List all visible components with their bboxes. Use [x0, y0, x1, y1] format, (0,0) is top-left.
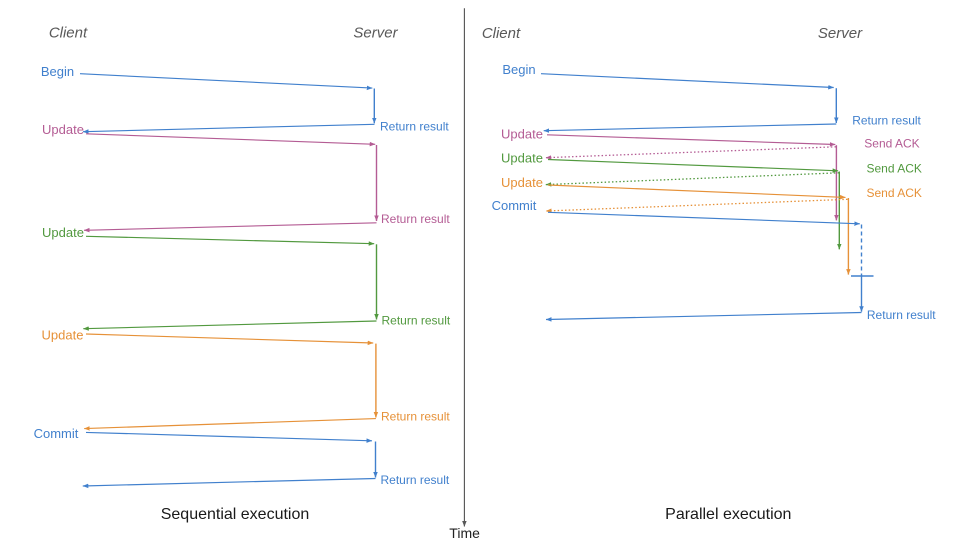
svg-text:Return result: Return result — [381, 212, 450, 226]
svg-text:Update: Update — [42, 327, 84, 342]
svg-text:Update: Update — [501, 150, 543, 165]
svg-text:Send ACK: Send ACK — [867, 161, 922, 175]
svg-text:Time: Time — [449, 525, 480, 540]
svg-text:Return result: Return result — [382, 313, 451, 327]
svg-text:Commit: Commit — [34, 426, 79, 441]
svg-text:Update: Update — [42, 122, 84, 137]
svg-text:Send ACK: Send ACK — [867, 186, 922, 200]
svg-text:Sequential execution: Sequential execution — [161, 506, 310, 523]
svg-text:Server: Server — [818, 25, 863, 42]
svg-text:Client: Client — [49, 25, 88, 42]
svg-text:Commit: Commit — [492, 198, 537, 213]
svg-text:Begin: Begin — [502, 62, 535, 77]
svg-text:Parallel execution: Parallel execution — [665, 506, 791, 523]
svg-text:Server: Server — [353, 25, 398, 42]
svg-text:Return result: Return result — [381, 410, 450, 424]
svg-text:Return result: Return result — [867, 308, 936, 322]
svg-text:Return result: Return result — [852, 113, 921, 127]
svg-text:Client: Client — [482, 25, 521, 42]
svg-text:Update: Update — [501, 126, 543, 141]
svg-text:Return result: Return result — [380, 120, 449, 134]
svg-text:Send ACK: Send ACK — [864, 136, 919, 150]
svg-text:Update: Update — [501, 175, 543, 190]
svg-text:Return result: Return result — [381, 473, 450, 487]
svg-text:Update: Update — [42, 225, 84, 240]
svg-text:Begin: Begin — [41, 64, 74, 79]
